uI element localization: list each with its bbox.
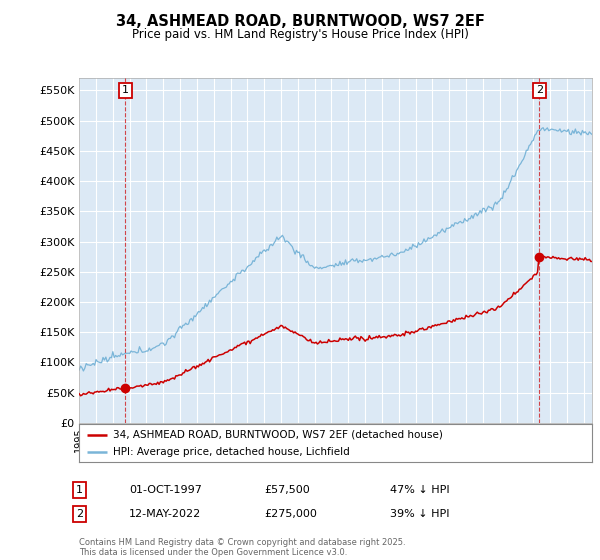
Text: £275,000: £275,000 xyxy=(264,509,317,519)
Text: Price paid vs. HM Land Registry's House Price Index (HPI): Price paid vs. HM Land Registry's House … xyxy=(131,28,469,41)
Text: £57,500: £57,500 xyxy=(264,485,310,495)
Text: 1: 1 xyxy=(76,485,83,495)
Text: 2: 2 xyxy=(76,509,83,519)
Text: 47% ↓ HPI: 47% ↓ HPI xyxy=(390,485,449,495)
Text: 34, ASHMEAD ROAD, BURNTWOOD, WS7 2EF: 34, ASHMEAD ROAD, BURNTWOOD, WS7 2EF xyxy=(116,14,484,29)
Text: 1: 1 xyxy=(122,85,129,95)
Text: 39% ↓ HPI: 39% ↓ HPI xyxy=(390,509,449,519)
Text: Contains HM Land Registry data © Crown copyright and database right 2025.
This d: Contains HM Land Registry data © Crown c… xyxy=(79,538,406,557)
Text: 12-MAY-2022: 12-MAY-2022 xyxy=(129,509,201,519)
Text: 01-OCT-1997: 01-OCT-1997 xyxy=(129,485,202,495)
Text: 34, ASHMEAD ROAD, BURNTWOOD, WS7 2EF (detached house): 34, ASHMEAD ROAD, BURNTWOOD, WS7 2EF (de… xyxy=(113,430,442,440)
Text: HPI: Average price, detached house, Lichfield: HPI: Average price, detached house, Lich… xyxy=(113,447,349,457)
Text: 2: 2 xyxy=(536,85,543,95)
